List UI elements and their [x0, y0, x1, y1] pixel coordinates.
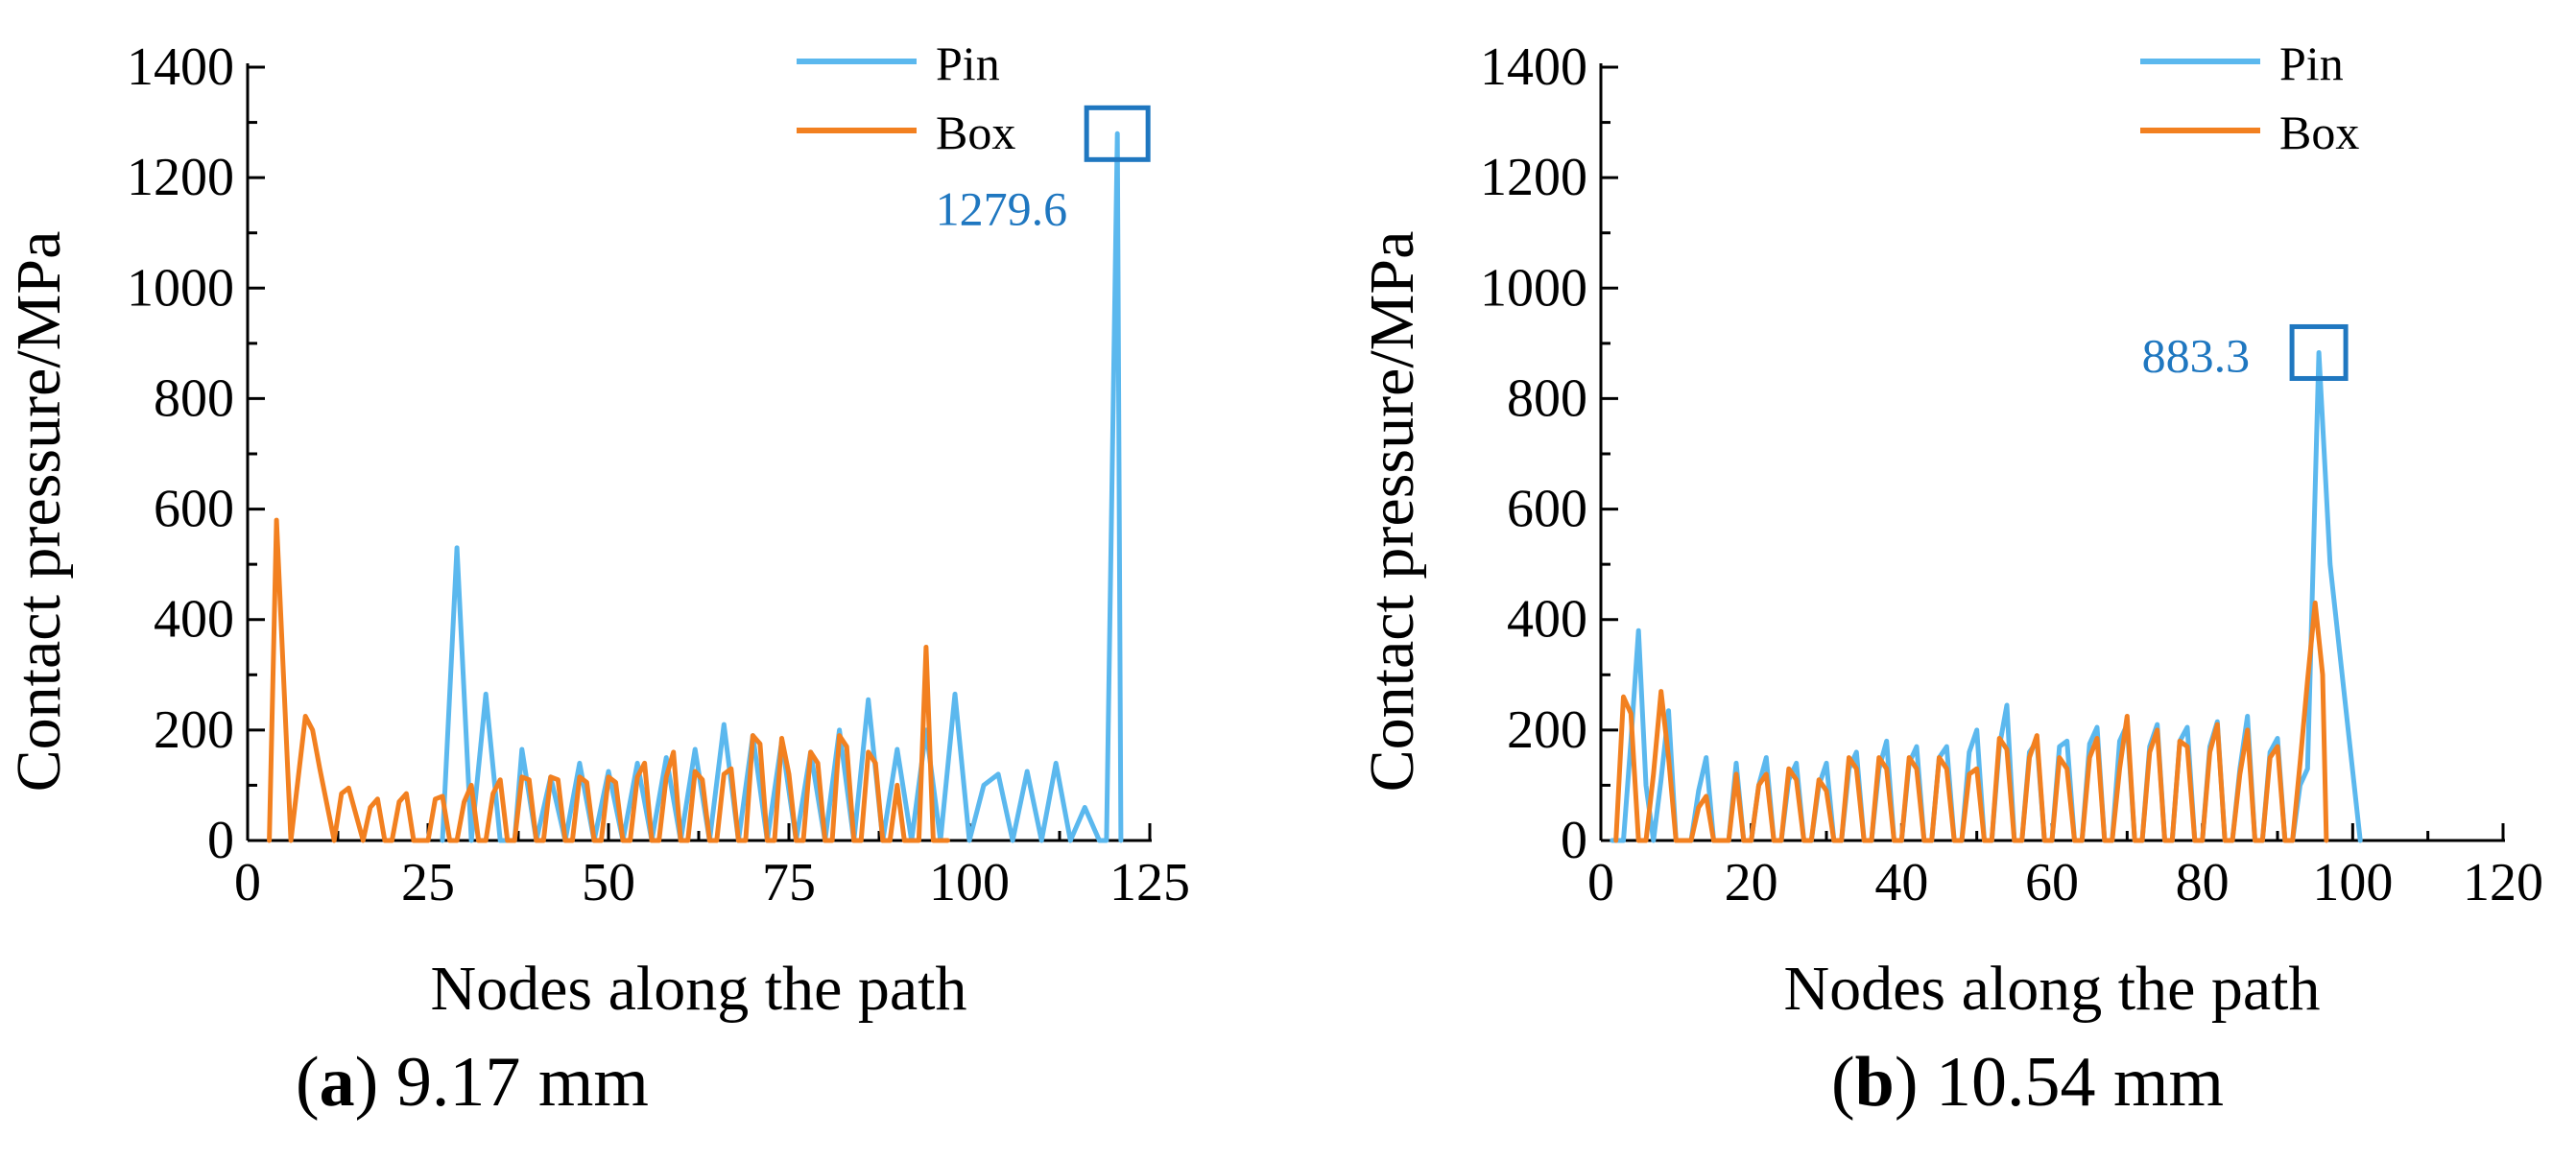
- chart-a-y-tick-label: 1200: [127, 148, 234, 207]
- chart-a-peak-marker: [1084, 105, 1151, 162]
- chart-b-x-tick-label: 20: [1725, 853, 1778, 912]
- chart-a-series-box-line: [267, 517, 950, 843]
- chart-b-y-axis-label: Contact pressure/MPa: [1357, 231, 1427, 793]
- chart-a-x-tick-label: 50: [582, 853, 635, 912]
- caption-a-letter: a: [319, 1043, 355, 1122]
- chart-b: 0 200 400 600 800 1000 1200 1400 0 20 40 60 80 100 120…: [1357, 36, 2543, 1024]
- caption-a-text: 9.17 mm: [395, 1043, 649, 1122]
- chart-a-x-tick-label: 100: [929, 853, 1010, 912]
- chart-b-x-tick-label: 0: [1587, 853, 1614, 912]
- chart-a-y-tick-label: 400: [154, 590, 234, 650]
- chart-b-y-tick-label: 0: [1561, 811, 1587, 870]
- chart-a-series-pin-line: [440, 130, 1124, 843]
- chart-b-x-axis-label: Nodes along the path: [1783, 954, 2320, 1024]
- caption-b-text: 10.54 mm: [1935, 1043, 2225, 1122]
- chart-b-series-box-line: [1613, 600, 2329, 843]
- caption-a: (a) 9.17 mm: [296, 1043, 649, 1122]
- chart-b-y-tick-label: 1400: [1480, 37, 1587, 97]
- chart-b-y-tick-label: 1200: [1480, 148, 1587, 207]
- chart-a-x-tick-label: 125: [1109, 853, 1190, 912]
- chart-b-y-tick-label: 1000: [1480, 258, 1587, 318]
- chart-a-y-tick-label: 0: [207, 811, 234, 870]
- chart-b-peak-marker: [2289, 323, 2349, 381]
- chart-a-legend-box-label: Box: [936, 106, 1015, 159]
- chart-a-x-axis-label: Nodes along the path: [430, 954, 966, 1024]
- chart-b-peak-label: 883.3: [2142, 328, 2251, 382]
- chart-b-y-tick-label: 200: [1507, 700, 1587, 760]
- chart-a-y-axis-label: Contact pressure/MPa: [4, 231, 74, 793]
- chart-a-y-tick-label: 1400: [127, 37, 234, 97]
- chart-a-y-tick-label: 600: [154, 480, 234, 539]
- chart-b-y-tick-label: 800: [1507, 368, 1587, 428]
- chart-a-x-tick-label: 0: [234, 853, 261, 912]
- caption-b-letter: b: [1854, 1043, 1895, 1122]
- chart-b-legend-box-label: Box: [2279, 106, 2359, 159]
- chart-a-y-tick-label: 1000: [127, 258, 234, 318]
- chart-b-x-tick-label: 100: [2312, 853, 2393, 912]
- chart-b-legend-pin-label: Pin: [2279, 36, 2344, 90]
- chart-a-y-tick-label: 800: [154, 368, 234, 428]
- chart-b-y-tick-label: 400: [1507, 590, 1587, 650]
- chart-a: 0 200 400 600 800 1000 1200 1400 0 25 50 75 100 125 No…: [4, 36, 1190, 1024]
- chart-a-legend-pin-label: Pin: [936, 36, 1000, 90]
- chart-b-x-tick-label: 60: [2025, 853, 2079, 912]
- chart-b-y-tick-label: 600: [1507, 480, 1587, 539]
- chart-a-peak-label: 1279.6: [936, 181, 1068, 235]
- chart-a-x-tick-label: 25: [401, 853, 455, 912]
- chart-b-x-tick-label: 120: [2463, 853, 2543, 912]
- chart-b-x-tick-label: 40: [1874, 853, 1928, 912]
- chart-a-y-tick-label: 200: [154, 700, 234, 760]
- chart-a-x-tick-label: 75: [762, 853, 816, 912]
- caption-b: (b) 10.54 mm: [1831, 1043, 2225, 1122]
- chart-b-x-tick-label: 80: [2176, 853, 2230, 912]
